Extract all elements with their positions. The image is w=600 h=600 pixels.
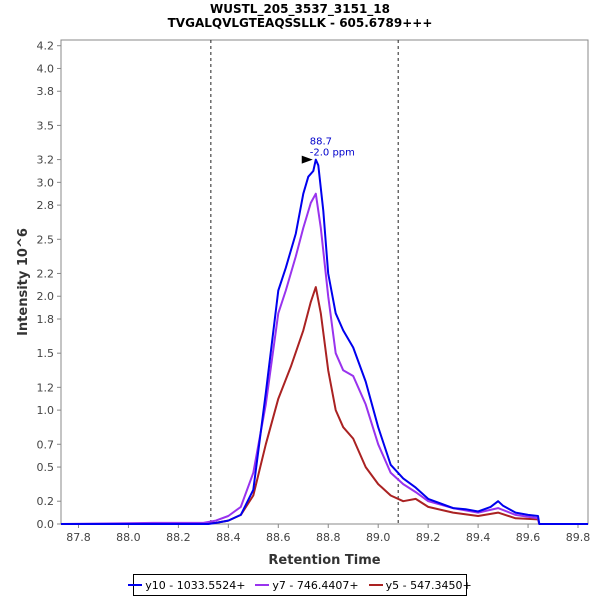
y-tick-label: 2.5 xyxy=(37,233,55,246)
y-tick-label: 3.5 xyxy=(37,119,55,132)
peak-arrow-icon xyxy=(301,155,313,164)
legend-swatch xyxy=(128,584,143,586)
legend-swatch xyxy=(255,584,270,586)
peak-annotation: 88.7-2.0 ppm xyxy=(301,137,355,164)
y-tick-label: 2.2 xyxy=(37,267,55,280)
peak-rt-label: 88.7 xyxy=(310,137,332,148)
y-tick-label: 1.5 xyxy=(37,347,55,360)
x-tick-label: 88.2 xyxy=(166,531,191,544)
y-tick-label: 3.0 xyxy=(37,176,55,189)
series-lines xyxy=(60,158,588,525)
y-tick-label: 1.0 xyxy=(37,404,55,417)
legend-label: y10 - 1033.5524+ xyxy=(145,578,246,592)
series-line xyxy=(60,192,588,525)
legend-label: y5 - 547.3450+ xyxy=(385,578,472,592)
peak-boundaries xyxy=(210,40,399,524)
x-tick-label: 87.8 xyxy=(66,531,91,544)
y-tick-label: 0.0 xyxy=(37,518,55,531)
y-tick-label: 0.2 xyxy=(37,495,55,508)
y-tick-label: 4.2 xyxy=(37,40,55,53)
y-tick-label: 4.0 xyxy=(37,62,55,75)
x-tick-label: 89.2 xyxy=(416,531,441,544)
y-tick-label: 0.7 xyxy=(37,438,55,451)
x-tick-label: 89.6 xyxy=(516,531,541,544)
series-line xyxy=(61,158,588,525)
legend-label: y7 - 746.4407+ xyxy=(272,578,359,592)
y-axis-label: Intensity 10^6 xyxy=(16,228,31,336)
series-line xyxy=(61,286,588,525)
x-tick-label: 88.0 xyxy=(116,531,141,544)
chart-title: WUSTL_205_3537_3151_18 xyxy=(210,2,390,16)
y-tick-label: 3.2 xyxy=(37,154,55,167)
plot-area xyxy=(60,39,589,525)
legend-swatch xyxy=(368,584,383,586)
x-tick-label: 89.0 xyxy=(366,531,391,544)
legend-entry: y7 - 746.4407+ xyxy=(255,578,359,592)
legend-entry: y10 - 1033.5524+ xyxy=(128,579,245,592)
y-tick-label: 2.0 xyxy=(37,290,55,303)
y-tick-label: 2.8 xyxy=(37,199,55,212)
peak-ppm-label: -2.0 ppm xyxy=(310,148,355,159)
chart-subtitle: TVGALQVLGTEAQSSLLK - 605.6789+++ xyxy=(167,16,433,30)
x-tick-label: 89.8 xyxy=(566,531,591,544)
y-tick-label: 1.8 xyxy=(37,313,55,326)
x-axis-label: Retention Time xyxy=(268,553,380,568)
x-tick-label: 88.6 xyxy=(266,531,291,544)
axis-ticks: 87.8 88.0 88.2 88.4 88.6 88.8 89.0 89.2 89.4 89.6… xyxy=(37,40,591,544)
y-tick-label: 0.5 xyxy=(37,461,55,474)
legend-entry: y5 - 547.3450+ xyxy=(368,578,472,592)
x-tick-label: 89.4 xyxy=(466,531,491,544)
legend: y10 - 1033.5524+ y7 - 746.4407+ y5 - 547.3… xyxy=(128,574,472,596)
y-tick-label: 3.8 xyxy=(37,85,55,98)
y-tick-label: 1.2 xyxy=(37,381,55,394)
x-tick-label: 88.4 xyxy=(216,531,241,544)
x-tick-label: 88.8 xyxy=(316,531,341,544)
